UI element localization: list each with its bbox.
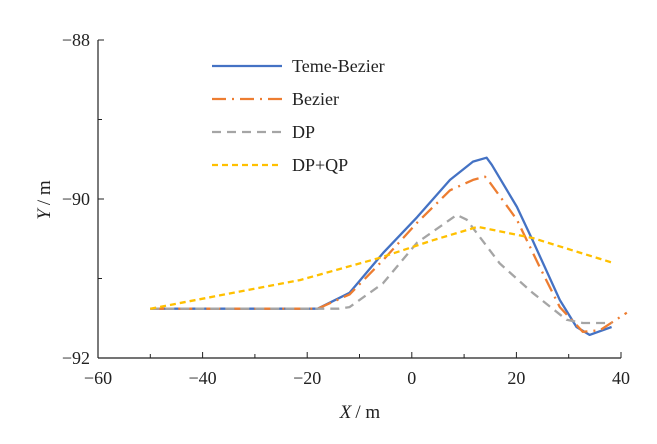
x-tick-label: −60 xyxy=(84,368,112,388)
x-tick-label: 0 xyxy=(407,368,416,388)
legend-label: DP xyxy=(292,122,315,142)
y-tick-label: −88 xyxy=(62,30,90,50)
x-tick-label: 20 xyxy=(507,368,525,388)
y-tick-label: −90 xyxy=(62,189,90,209)
legend-label: Teme-Bezier xyxy=(292,56,385,76)
legend-label: DP+QP xyxy=(292,155,348,175)
legend: Teme-Bezier Bezier DP DP+QP xyxy=(212,56,385,175)
x-tick-label: −20 xyxy=(293,368,321,388)
y-tick-label: −92 xyxy=(62,348,90,368)
x-tick-label: 40 xyxy=(612,368,630,388)
series-lines xyxy=(150,156,628,337)
series-line-dp xyxy=(150,213,612,325)
x-tick-label: −40 xyxy=(189,368,217,388)
series-line-dp-qp xyxy=(150,225,616,310)
legend-label: Bezier xyxy=(292,89,339,109)
y-axis-label: Y/ m xyxy=(34,180,55,220)
x-axis-label: X / m xyxy=(339,402,381,423)
axes: −60 −40 −20 0 20 40 −92 −90 −88 xyxy=(62,30,630,388)
series-line-bezier xyxy=(150,175,628,333)
series-line-teme-bezier xyxy=(150,156,612,337)
